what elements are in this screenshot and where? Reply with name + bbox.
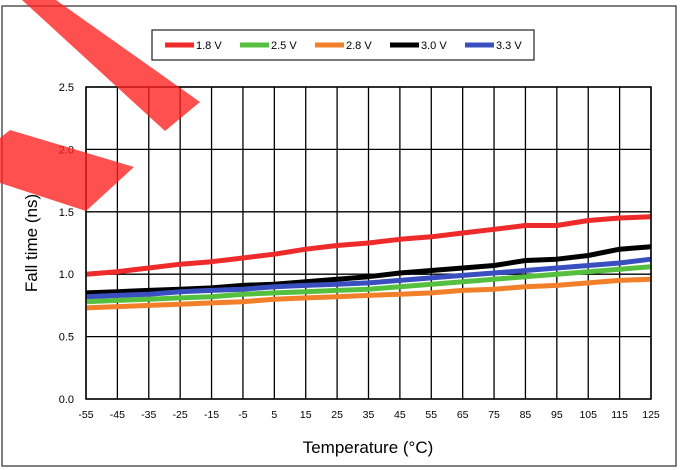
legend-label: 2.5 V	[271, 40, 297, 52]
y-tick-label: 1.0	[59, 269, 74, 281]
plot-border	[85, 86, 652, 400]
y-tick-label: 2.5	[59, 82, 74, 94]
x-tick-label: -55	[78, 409, 93, 421]
x-tick-label: 35	[363, 409, 375, 421]
legend-label: 3.3 V	[496, 40, 522, 52]
x-tick-label: -25	[173, 409, 188, 421]
x-tick-label: 115	[611, 409, 628, 421]
x-tick-label: 15	[300, 409, 312, 421]
x-tick-label: 55	[425, 409, 437, 421]
red-slashes	[0, 0, 200, 211]
series-line-1-8-V	[85, 214, 652, 277]
y-tick-label: 1.5	[59, 207, 74, 219]
legend: 1.8 V 2.5 V 2.8 V 3.0 V 3.3 V	[151, 29, 535, 61]
x-tick-label: 75	[488, 409, 500, 421]
series-line-3-3-V	[85, 256, 652, 300]
x-tick-label: -35	[141, 409, 156, 421]
x-tick-label: 25	[331, 409, 343, 421]
series-line-2-8-V	[85, 276, 652, 311]
legend-label: 2.8 V	[346, 40, 372, 52]
x-tick-label: 105	[579, 409, 597, 421]
legend-label: 3.0 V	[421, 40, 447, 52]
y-axis-title: Fall time (ns)	[22, 194, 41, 292]
x-tick-label: 95	[551, 409, 563, 421]
red-slash-upper	[22, 0, 200, 131]
axes: -55 -45 -35 -25 -15 -5 5 15 25 35 45 55 65 75 85 95 105 1…	[59, 82, 660, 421]
x-axis-title: Temperature (°C)	[303, 438, 434, 457]
x-tick-label: 85	[520, 409, 532, 421]
legend-label: 1.8 V	[196, 40, 222, 52]
x-tick-label: 45	[394, 409, 406, 421]
x-tick-label: -45	[110, 409, 125, 421]
x-tick-label: 65	[457, 409, 469, 421]
series-lines	[85, 214, 652, 311]
series-line-2-5-V	[85, 264, 652, 305]
red-slash-lower	[0, 130, 134, 211]
x-tick-label: -5	[238, 409, 247, 421]
y-tick-label: 0.5	[59, 332, 74, 344]
x-tick-label: 125	[642, 409, 660, 421]
x-tick-label: -15	[204, 409, 219, 421]
y-tick-label: 0.0	[59, 394, 74, 406]
x-tick-label: 5	[271, 409, 277, 421]
